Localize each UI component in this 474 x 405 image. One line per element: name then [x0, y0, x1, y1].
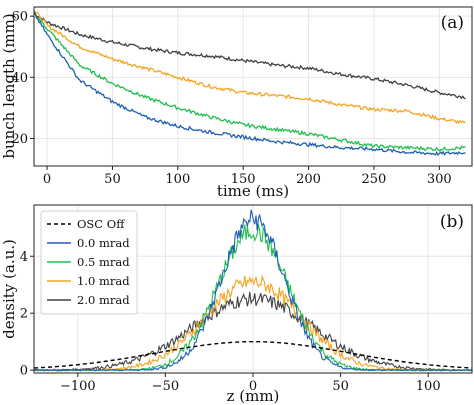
panel-a-frame — [33, 6, 473, 167]
panel-a-ylabel: bunch length (mm) — [0, 13, 18, 158]
panel-a-xlabel: time (ms) — [217, 182, 289, 200]
panel-b-series-line-3 — [33, 274, 473, 372]
panel-a-xtick-label: 300 — [427, 172, 452, 187]
panel-a-tag: (a) — [441, 13, 464, 33]
panel-a-xtick-label: 100 — [165, 172, 190, 187]
panel-b-legend: OSC Off 0.0 mrad 0.5 mrad 1.0 mrad 2.0 mrad — [40, 210, 138, 315]
legend-label-2: 0.5 mrad — [77, 255, 130, 269]
panel-a-series — [33, 10, 466, 157]
panel-b-series-line-0 — [33, 341, 473, 369]
panel-b-ytick-label: 4 — [20, 250, 28, 265]
legend-label-1: 0.0 mrad — [77, 236, 130, 250]
legend-label-3: 1.0 mrad — [77, 274, 130, 288]
panel-b-ticks: −100 −50 0 50 100 0 2 4 — [20, 250, 441, 394]
panel-b-xtick-label: −100 — [60, 379, 96, 394]
panel-b-series-line-1 — [33, 209, 472, 372]
panel-b-series-line-4 — [33, 291, 473, 372]
panel-b-xtick-label: 50 — [332, 379, 349, 394]
panel-a-ytick-label: 20 — [11, 132, 28, 147]
panel-a-series-line-1 — [33, 10, 466, 125]
panel-b-xlabel: z (mm) — [227, 387, 280, 405]
panel-a-series-line-3 — [33, 11, 466, 157]
legend-label-4: 2.0 mrad — [77, 293, 130, 307]
panel-b-xtick-label: 100 — [416, 379, 441, 394]
panel-a-ticks: 0 50 100 150 200 250 300 20 40 60 — [11, 10, 451, 187]
panel-b: −100 −50 0 50 100 0 2 4 z (mm) density (a.u.) (… — [0, 204, 473, 405]
panel-a-ytick-label: 40 — [11, 71, 28, 86]
panel-b-tag: (b) — [440, 212, 464, 232]
panel-a-xtick-label: 0 — [43, 172, 51, 187]
panel-a-series-line-0 — [33, 12, 466, 100]
panel-a-ytick-label: 60 — [11, 10, 28, 25]
panel-b-series — [33, 209, 473, 372]
panel-b-ylabel: density (a.u.) — [0, 239, 18, 339]
panel-a-series-line-2 — [33, 12, 466, 152]
panel-b-xtick-label: 0 — [249, 379, 257, 394]
panel-b-ytick-label: 2 — [20, 307, 28, 322]
panel-b-xtick-label: −50 — [152, 379, 179, 394]
panel-a-xtick-label: 150 — [231, 172, 256, 187]
panel-a-grid — [34, 7, 472, 166]
legend-box — [40, 210, 138, 315]
panel-a-xtick-label: 50 — [104, 172, 121, 187]
panel-a: 0 50 100 150 200 250 300 20 40 60 time (ms) bunch… — [0, 6, 473, 200]
panel-a-xtick-label: 250 — [362, 172, 387, 187]
legend-label-0: OSC Off — [77, 217, 125, 231]
panel-a-xtick-label: 200 — [296, 172, 321, 187]
panel-b-ytick-label: 0 — [20, 364, 28, 379]
